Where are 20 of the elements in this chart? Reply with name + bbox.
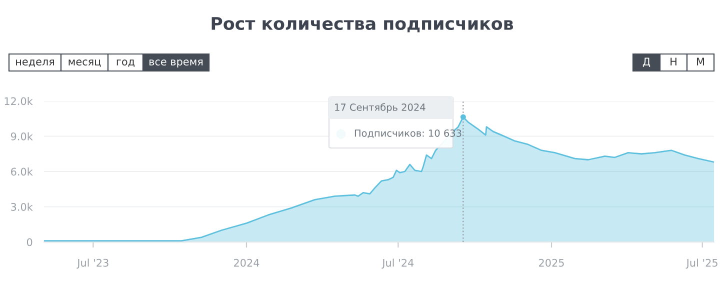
x-tick-label: 2025 (539, 258, 564, 267)
y-tick-label: 12.0k (4, 97, 33, 106)
chart-title: Рост количества подписчиков (212, 17, 514, 32)
y-tick-label: 3.0k (11, 202, 33, 211)
y-tick-label: 0 (26, 238, 32, 246)
text: Д (642, 58, 650, 68)
y-tick-label: 6.0k (11, 168, 33, 176)
annotation: Подписчиков: 10 633 (354, 129, 462, 138)
x-tick-label: Jul '23 (76, 258, 108, 269)
annotation: 17 Сентябрь 2024 (335, 103, 426, 113)
x-tick-label: Jul '25 (686, 258, 718, 269)
x-tick-label: Jul '24 (382, 258, 414, 269)
text: Н (670, 58, 676, 66)
text: неделя (16, 60, 54, 67)
text: М (697, 58, 704, 66)
text: год (116, 60, 134, 67)
x-tick-label: 2024 (234, 258, 260, 267)
y-tick-label: 9.0k (10, 132, 33, 140)
text: месяц (68, 60, 101, 67)
text: все время (150, 60, 203, 68)
